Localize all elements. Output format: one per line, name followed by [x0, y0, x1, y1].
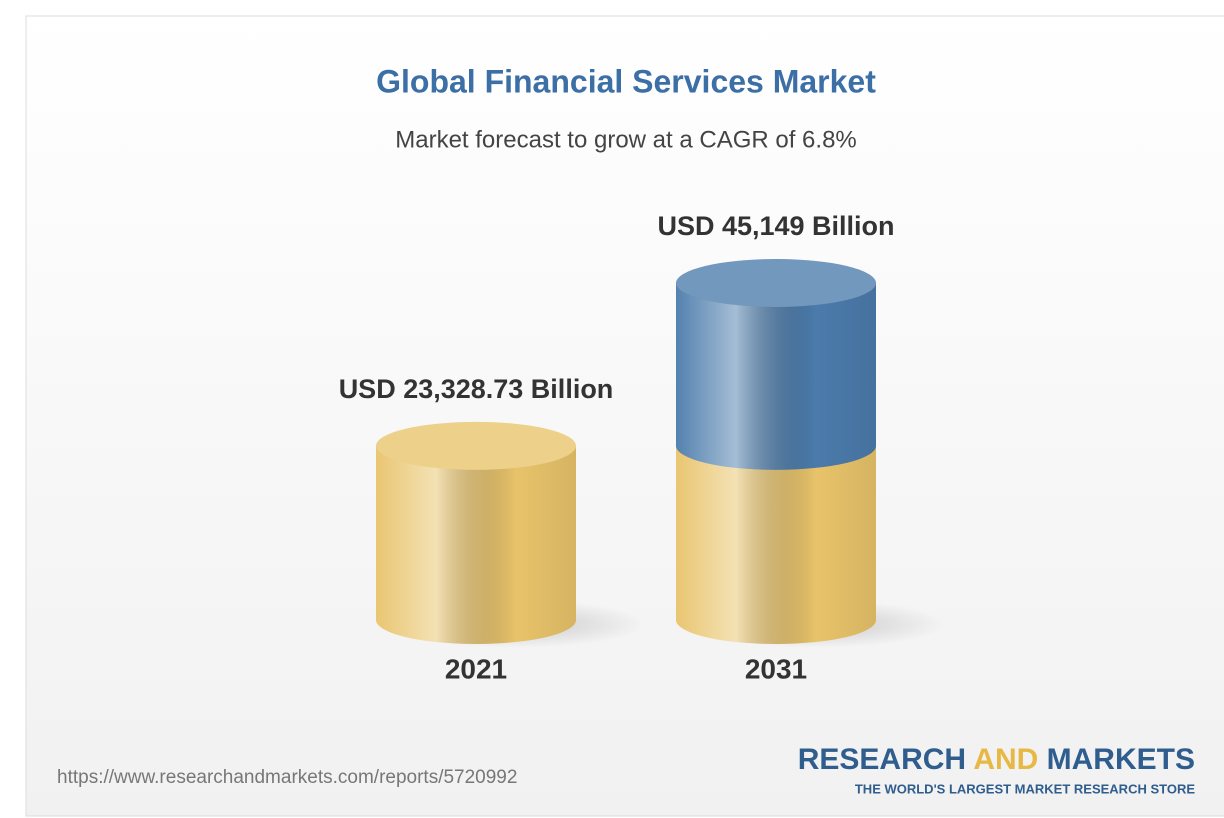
cylinder-shine — [376, 445, 576, 644]
logo-part: RESEARCH — [798, 743, 966, 776]
chart-title: Global Financial Services Market — [376, 63, 876, 99]
logo-part: MARKETS — [1047, 743, 1195, 776]
cylinder-top — [676, 259, 876, 307]
card — [25, 15, 1224, 817]
cylinder-top-light — [376, 421, 576, 470]
value-label: USD 23,328.73 Billion — [339, 374, 614, 404]
logo-part: AND — [973, 743, 1038, 776]
source-url: https://www.researchandmarkets.com/repor… — [57, 767, 517, 788]
cylinder-top — [376, 421, 576, 470]
chart-subtitle: Market forecast to grow at a CAGR of 6.8… — [395, 126, 857, 153]
logo: RESEARCH AND MARKETS — [798, 743, 1195, 776]
cylinder-shine — [676, 283, 876, 470]
x-tick-label: 2031 — [745, 653, 807, 684]
logo-tagline: THE WORLD'S LARGEST MARKET RESEARCH STOR… — [855, 781, 1195, 796]
cylinder-shine — [676, 445, 876, 644]
value-label: USD 45,149 Billion — [657, 211, 894, 241]
x-tick-label: 2021 — [445, 653, 507, 684]
cylinder-top-light — [676, 259, 876, 307]
